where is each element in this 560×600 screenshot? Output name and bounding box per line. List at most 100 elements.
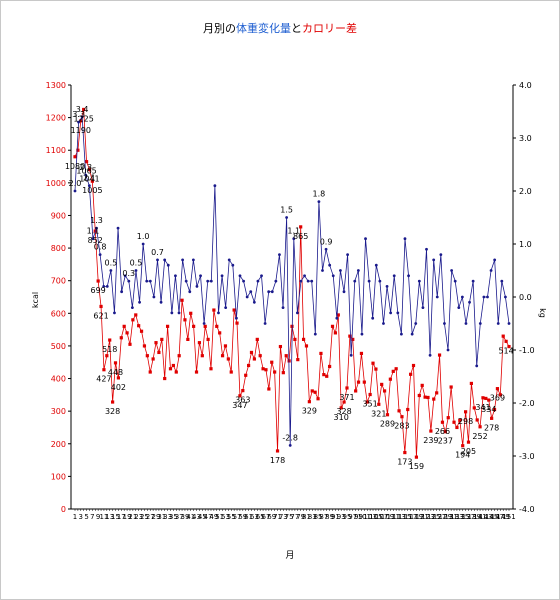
calorie-point — [406, 407, 410, 412]
weight-point — [367, 279, 371, 283]
x-tick-label: 127 — [433, 513, 446, 521]
x-tick-label: 3 — [79, 513, 83, 521]
y-left-tick-label: 300 — [51, 407, 66, 416]
calorie-point — [304, 344, 309, 348]
y-left-tick-label: 400 — [51, 375, 66, 384]
y-left-tick-label: 800 — [51, 244, 66, 253]
x-tick-label: 73 — [279, 513, 288, 521]
weight-point — [486, 295, 489, 299]
calorie-data-label: 159 — [409, 462, 424, 471]
x-tick-label: 39 — [180, 513, 189, 521]
x-tick-label: 91 — [331, 513, 340, 521]
weight-point — [227, 258, 231, 262]
calorie-data-label: 328 — [105, 407, 120, 416]
y-right-tick-label: 2.0 — [519, 187, 532, 196]
title-prefix: 月別の — [203, 22, 236, 35]
weight-point — [278, 253, 281, 256]
x-tick-label: 61 — [244, 513, 253, 521]
weight-point — [446, 348, 450, 352]
calorie-data-label: 518 — [102, 345, 117, 354]
calorie-point — [163, 376, 167, 381]
weight-point — [364, 237, 367, 241]
calorie-point — [203, 324, 207, 328]
x-tick-label: 49 — [209, 513, 218, 521]
chart-axes: 0 100 200 300 400 500 600 700 800 900 1000 1100 1200… — [46, 81, 535, 521]
x-tick-label: 113 — [392, 513, 405, 521]
x-tick-label: 141 — [473, 513, 486, 521]
weight-point — [220, 274, 224, 278]
calorie-point — [244, 373, 248, 377]
weight-point — [353, 279, 357, 283]
calorie-point — [273, 370, 277, 374]
x-tick-label: 101 — [358, 513, 371, 521]
calorie-point — [174, 370, 178, 374]
weight-point — [184, 279, 188, 283]
calorie-data-label: 514 — [498, 346, 513, 355]
calorie-point — [328, 364, 332, 369]
y-right-tick-label: -4.0 — [519, 505, 535, 514]
calorie-point — [452, 420, 456, 424]
x-tick-label: 43 — [192, 513, 201, 521]
weight-point — [428, 353, 432, 357]
weight-point — [217, 311, 220, 315]
calorie-point — [105, 354, 109, 358]
calorie-point — [139, 329, 144, 333]
calorie-point — [168, 367, 173, 371]
x-tick-label: 51 — [215, 513, 224, 521]
weight-data-label: 2.0 — [69, 179, 82, 188]
weight-data-label: 0.5 — [130, 259, 143, 268]
calorie-point — [409, 372, 413, 376]
calorie-point — [177, 354, 181, 358]
weight-point — [339, 269, 342, 272]
x-tick-label: 55 — [227, 513, 236, 521]
weight-point — [95, 226, 98, 230]
calorie-point — [247, 363, 251, 368]
weight-point — [80, 115, 84, 119]
calorie-point — [192, 324, 196, 328]
calorie-point — [238, 394, 242, 398]
y-axis-left-title: kcal — [31, 292, 40, 308]
weight-point — [98, 253, 102, 256]
calorie-point — [186, 337, 190, 341]
calorie-data-label: 310 — [334, 413, 349, 422]
x-tick-label: 65 — [256, 513, 265, 521]
calorie-point — [385, 413, 390, 417]
weight-data-label: 1.1 — [87, 227, 100, 236]
calorie-point — [218, 331, 222, 335]
y-left-tick-label: 1000 — [46, 179, 66, 188]
calorie-point — [356, 380, 361, 384]
x-tick-label: 151 — [502, 513, 515, 521]
weight-point — [77, 120, 80, 124]
weight-point — [105, 285, 109, 288]
calorie-point — [270, 360, 274, 364]
calorie-point — [212, 308, 216, 312]
weight-point — [127, 279, 131, 283]
calorie-point — [113, 361, 118, 365]
weight-point — [435, 295, 439, 299]
weight-data-label: 1.1 — [287, 227, 300, 236]
calorie-point — [426, 395, 430, 400]
calorie-data-label: 1225 — [74, 114, 94, 123]
calorie-point — [232, 308, 236, 312]
weight-point — [439, 253, 443, 256]
calorie-point — [440, 420, 445, 424]
calorie-data-label: 334 — [481, 405, 496, 414]
y-right-tick-label: 3.0 — [519, 134, 532, 143]
x-tick-label: 77 — [290, 513, 299, 521]
weight-point — [130, 306, 134, 309]
weight-point — [181, 258, 185, 262]
calorie-point — [487, 398, 491, 402]
weight-point — [346, 253, 349, 256]
x-tick-label: 85 — [314, 513, 323, 521]
calorie-data-label: 369 — [490, 394, 505, 403]
y-right-tick-label: -2.0 — [519, 399, 535, 408]
x-tick-label: 7 — [90, 513, 94, 521]
weight-point — [342, 290, 346, 294]
x-tick-label: 147 — [491, 513, 504, 521]
weight-point — [421, 306, 425, 309]
calorie-data-label: 289 — [380, 420, 395, 429]
calorie-point — [322, 373, 326, 377]
weight-point — [392, 274, 396, 278]
weight-point — [145, 279, 149, 283]
weight-point — [213, 184, 217, 188]
